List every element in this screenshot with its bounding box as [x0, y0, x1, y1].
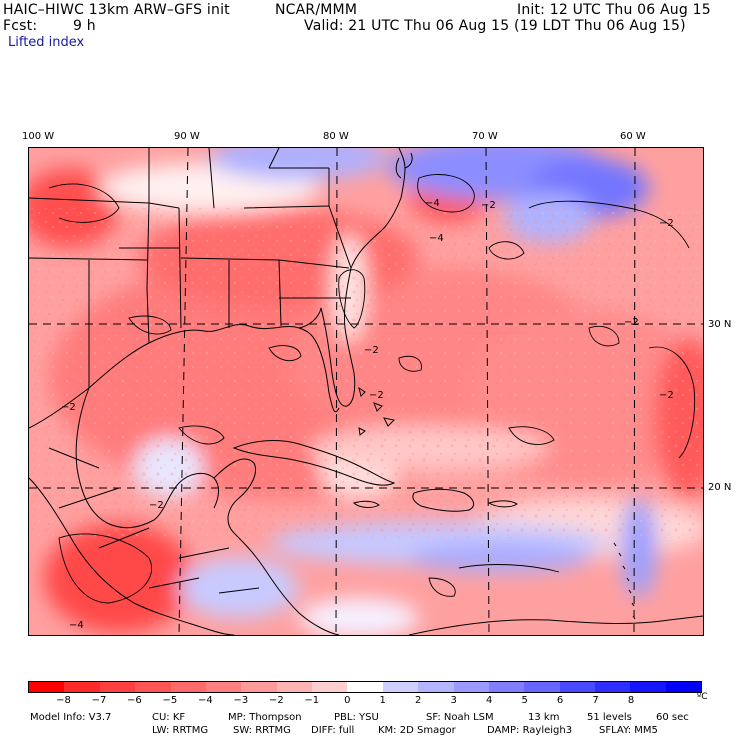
colorbar-tick-label: −1	[304, 695, 320, 706]
colorbar-tick-label: 7	[592, 695, 599, 706]
organization-label: NCAR/MMM	[275, 2, 358, 18]
footer-cu: CU: KF	[152, 712, 186, 723]
colorbar-segment	[524, 682, 560, 692]
colorbar-segment	[205, 682, 242, 692]
contour-label: −2	[481, 200, 496, 211]
colorbar-tick-label: −6	[127, 695, 142, 706]
footer-timestep: 60 sec	[656, 712, 689, 723]
footer-levels: 51 levels	[587, 712, 632, 723]
contour-label: −2	[61, 402, 76, 413]
contour-lines	[48, 174, 696, 604]
footer-lw: LW: RRTMG	[152, 725, 209, 736]
colorbar-tick-label: 5	[521, 695, 528, 706]
colorbar-tick-label: −8	[56, 695, 71, 706]
colorbar-segment	[312, 682, 348, 692]
colorbar-tick-label: 0	[344, 695, 351, 706]
colorbar-tick-label: −2	[268, 695, 284, 706]
colorbar-segment	[64, 682, 100, 692]
colorbar-tick-label: −7	[91, 695, 107, 706]
colorbar-segment	[453, 682, 489, 692]
colorbar-segment	[382, 682, 419, 692]
footer-sw: SW: RRTMG	[233, 725, 291, 736]
colorbar-tick-label: 4	[485, 695, 493, 706]
contour-label: −2	[364, 345, 379, 356]
contour-label: −4	[425, 198, 440, 209]
colorbar-segment	[99, 682, 136, 692]
contour-label: −2	[149, 500, 164, 511]
contour-label: −4	[69, 620, 84, 631]
colorbar-segment	[595, 682, 631, 692]
footer-km: KM: 2D Smagor	[378, 725, 456, 736]
colorbar-tick-label: −5	[162, 695, 178, 706]
colorbar-tick-label: 3	[450, 695, 457, 706]
footer-mp: MP: Thompson	[228, 712, 302, 723]
map-canvas: −2 −2 −2 −4 −4 −2 −2 −2 −2 −2 −4	[29, 148, 703, 635]
lat-label-20n: 20 N	[708, 482, 732, 493]
footer-damp: DAMP: Rayleigh3	[487, 725, 573, 736]
contour-label: −2	[624, 317, 639, 328]
colorbar-segment	[630, 682, 666, 692]
lon-label-80w: 80 W	[323, 131, 349, 142]
init-time: Init: 12 UTC Thu 06 Aug 15	[517, 2, 711, 18]
colorbar-segment	[665, 682, 702, 692]
colorbar-tick-label: 1	[379, 695, 386, 706]
model-title: HAIC–HIWC 13km ARW–GFS init	[3, 2, 230, 18]
lon-label-60w: 60 W	[620, 131, 646, 142]
colorbar-tick-label: −4	[197, 695, 213, 706]
lat-label-30n: 30 N	[708, 319, 732, 330]
valid-time: Valid: 21 UTC Thu 06 Aug 15 (19 LDT Thu …	[304, 18, 686, 34]
colorbar-tick-label: −3	[233, 695, 249, 706]
footer-sflay: SFLAY: MM5	[599, 725, 658, 736]
contour-label: −2	[369, 390, 384, 401]
colorbar-segment	[170, 682, 206, 692]
lon-label-100w: 100 W	[22, 131, 55, 142]
forecast-hour: 9 h	[73, 18, 96, 34]
contour-label-group: −2 −2 −2 −4 −4 −2 −2 −2 −2 −2 −4	[61, 198, 674, 631]
coastlines	[29, 148, 703, 635]
colorbar-segment	[418, 682, 454, 692]
colorbar-tick-label: 2	[415, 695, 422, 706]
footer-sf: SF: Noah LSM	[426, 712, 494, 723]
footer-model-info: Model Info: V3.7	[30, 712, 112, 723]
colorbar-tick-label: 8	[627, 695, 635, 706]
contour-label: −2	[659, 218, 674, 229]
field-texture	[29, 208, 703, 538]
colorbar-tick-label: 6	[556, 695, 564, 706]
footer-pbl: PBL: YSU	[334, 712, 379, 723]
colorbar-segment	[135, 682, 171, 692]
colorbar	[28, 681, 702, 693]
colorbar-segment	[276, 682, 312, 692]
colorbar-unit: ºC	[697, 692, 708, 702]
contour-label: −2	[659, 390, 674, 401]
lon-label-70w: 70 W	[472, 131, 498, 142]
colorbar-segment	[241, 682, 277, 692]
colorbar-segment	[488, 682, 525, 692]
contour-label: −4	[429, 233, 444, 244]
field-name: Lifted index	[8, 35, 85, 50]
colorbar-segment	[559, 682, 595, 692]
footer-diff: DIFF: full	[311, 725, 355, 736]
footer-resolution: 13 km	[528, 712, 560, 723]
lat-lon-grid	[29, 148, 703, 635]
forecast-label: Fcst:	[3, 18, 38, 34]
lon-label-90w: 90 W	[174, 131, 200, 142]
colorbar-segment	[29, 682, 65, 692]
colorbar-segment	[347, 682, 383, 692]
lifted-index-map: −2 −2 −2 −4 −4 −2 −2 −2 −2 −2 −4	[28, 147, 704, 636]
